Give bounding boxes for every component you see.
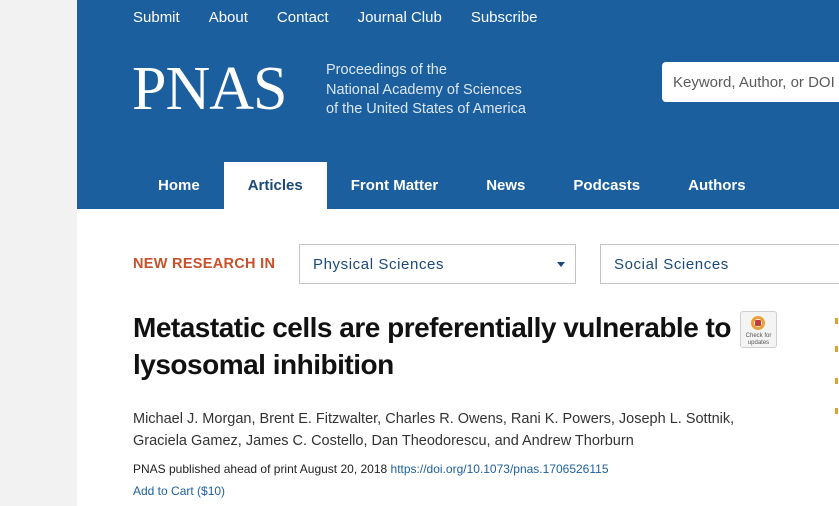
search-box: [662, 62, 839, 102]
top-nav-submit[interactable]: Submit: [133, 9, 180, 26]
doi-link[interactable]: https://doi.org/10.1073/pnas.1706526115: [390, 462, 609, 476]
article-title: Metastatic cells are preferentially vuln…: [133, 312, 731, 380]
logo-subtitle-line: National Academy of Sciences: [326, 81, 522, 98]
pnas-logo[interactable]: PNAS: [132, 55, 288, 123]
tab-home[interactable]: Home: [158, 177, 200, 194]
tab-authors[interactable]: Authors: [688, 177, 746, 194]
physical-sciences-select[interactable]: Physical Sciences: [299, 244, 576, 284]
select-value: Physical Sciences: [313, 256, 445, 273]
social-sciences-select[interactable]: Social Sciences: [600, 244, 839, 284]
add-to-cart-link[interactable]: Add to Cart ($10): [133, 484, 226, 498]
page: Submit About Contact Journal Club Subscr…: [77, 0, 839, 506]
top-nav-subscribe[interactable]: Subscribe: [470, 9, 538, 26]
edge-mark: [835, 378, 838, 384]
crossmark-icon: [751, 316, 765, 330]
tab-front-matter[interactable]: Front Matter: [350, 177, 439, 194]
author-list: Michael J. Morgan, Brent E. Fitzwalter, …: [133, 411, 735, 449]
logo-subtitle-line: Proceedings of the: [326, 62, 447, 78]
logo-subtitle-line: of the United States of America: [326, 101, 526, 117]
logo-subtitle: Proceedings of the National Academy of S…: [326, 61, 526, 120]
edge-mark: [835, 408, 838, 414]
select-value: Social Sciences: [614, 256, 729, 273]
sidebar-edge: [835, 318, 839, 428]
badge-text: Check for updates: [745, 333, 772, 346]
main-nav: Home Articles Front Matter News Podcasts…: [134, 162, 770, 209]
publication-line: PNAS published ahead of print August 20,…: [133, 462, 609, 476]
edge-mark: [835, 346, 838, 352]
tab-podcasts[interactable]: Podcasts: [573, 177, 641, 194]
edge-mark: [835, 318, 838, 324]
pub-date-text: PNAS published ahead of print August 20,…: [133, 462, 388, 476]
top-nav: Submit About Contact Journal Club Subscr…: [133, 9, 567, 27]
top-nav-journal-club[interactable]: Journal Club: [357, 9, 442, 26]
tab-articles[interactable]: Articles: [223, 162, 327, 209]
search-input[interactable]: [662, 62, 839, 102]
check-for-updates-badge[interactable]: Check for updates: [740, 311, 777, 348]
chevron-down-icon: [557, 262, 565, 267]
top-nav-about[interactable]: About: [208, 9, 248, 26]
tab-news[interactable]: News: [486, 177, 526, 194]
new-research-label: NEW RESEARCH IN: [133, 256, 276, 272]
site-header: Submit About Contact Journal Club Subscr…: [77, 0, 839, 209]
top-nav-contact[interactable]: Contact: [276, 9, 329, 26]
